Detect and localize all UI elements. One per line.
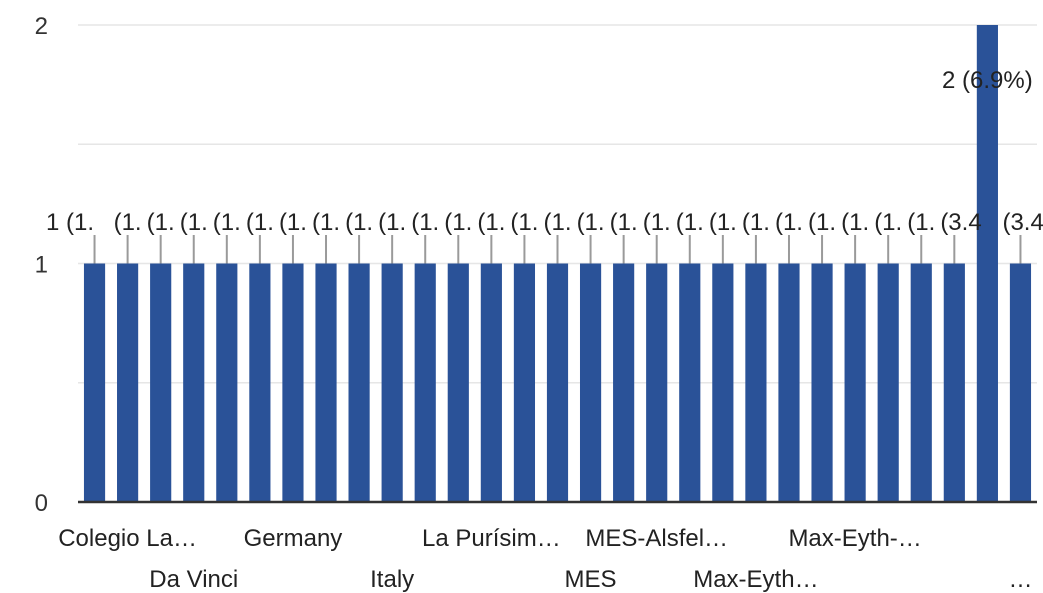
bar [150, 263, 172, 502]
x-tick-label: Italy [370, 566, 414, 593]
bar [712, 263, 734, 502]
data-label: (1. [907, 209, 935, 236]
bar [811, 263, 833, 502]
x-tick-label: Max-Eyth… [693, 566, 818, 593]
data-label: (1. [213, 209, 241, 236]
data-label: (3.4 [1002, 209, 1043, 236]
bar [844, 263, 866, 502]
bar [249, 263, 271, 502]
bar [480, 263, 502, 502]
data-label: (1. [544, 209, 572, 236]
data-label: (1. [643, 209, 671, 236]
x-tick-label: MES [565, 566, 617, 593]
bar [745, 263, 767, 502]
bar [778, 263, 800, 502]
data-label: (1. [180, 209, 208, 236]
data-label: (1. [477, 209, 505, 236]
data-label: (1. [874, 209, 902, 236]
y-tick-label: 1 [35, 252, 48, 279]
data-label: (1. [114, 209, 142, 236]
bar [83, 263, 106, 502]
bar [646, 263, 668, 502]
y-tick-label: 0 [35, 490, 48, 517]
data-label: (1. [246, 209, 274, 236]
data-label: (1. [279, 209, 307, 236]
data-label: (1. [345, 209, 373, 236]
bar [613, 263, 635, 502]
data-label: (1. [147, 209, 175, 236]
y-axis-tick-labels: 0 1 2 [35, 13, 48, 517]
bar [546, 263, 569, 502]
bar [216, 263, 238, 502]
data-label: (1. [510, 209, 538, 236]
bar [910, 263, 932, 502]
bar [447, 263, 469, 502]
x-tick-label: Germany [244, 525, 343, 552]
data-label: (1. [610, 209, 638, 236]
bar [579, 263, 602, 502]
x-tick-label: Max-Eyth-… [788, 525, 921, 552]
x-tick-label: La Purísim… [422, 525, 561, 552]
x-axis-tick-labels: Colegio La… Germany La Purísim… MES-Alsfel…… [58, 525, 1032, 593]
bar [183, 263, 205, 502]
x-tick-label: Colegio La… [58, 525, 197, 552]
bar [1009, 263, 1032, 502]
x-tick-label: … [1008, 566, 1032, 593]
data-label: (1. [378, 209, 406, 236]
bar [877, 263, 899, 502]
bar [679, 263, 701, 502]
data-label: (1. [775, 209, 803, 236]
data-label: 1 (1. [46, 209, 94, 236]
data-label: (1. [709, 209, 737, 236]
data-label: 2 (6.9%) [942, 67, 1033, 94]
data-label: (1. [577, 209, 605, 236]
data-label: (3.4 [940, 209, 981, 236]
data-label: (1. [808, 209, 836, 236]
bar [976, 25, 998, 502]
y-tick-label: 2 [35, 13, 48, 40]
data-label: (1. [841, 209, 869, 236]
data-label: (1. [411, 209, 439, 236]
bar [414, 263, 436, 502]
bar [348, 263, 370, 502]
bar [943, 263, 965, 502]
bar [513, 263, 536, 502]
bar [315, 263, 337, 502]
data-labels: 1 (1. (1. (1. (1. (1. (1. (1. (1. (1. (1. (1. (1. (1… [46, 67, 1043, 236]
bar [381, 263, 403, 502]
data-label: (1. [444, 209, 472, 236]
data-label: (1. [676, 209, 704, 236]
bars [83, 25, 1032, 502]
bar [282, 263, 304, 502]
bar [117, 263, 139, 502]
x-tick-label: MES-Alsfel… [585, 525, 728, 552]
data-label: (1. [312, 209, 340, 236]
data-label: (1. [742, 209, 770, 236]
x-tick-label: Da Vinci [149, 566, 238, 593]
